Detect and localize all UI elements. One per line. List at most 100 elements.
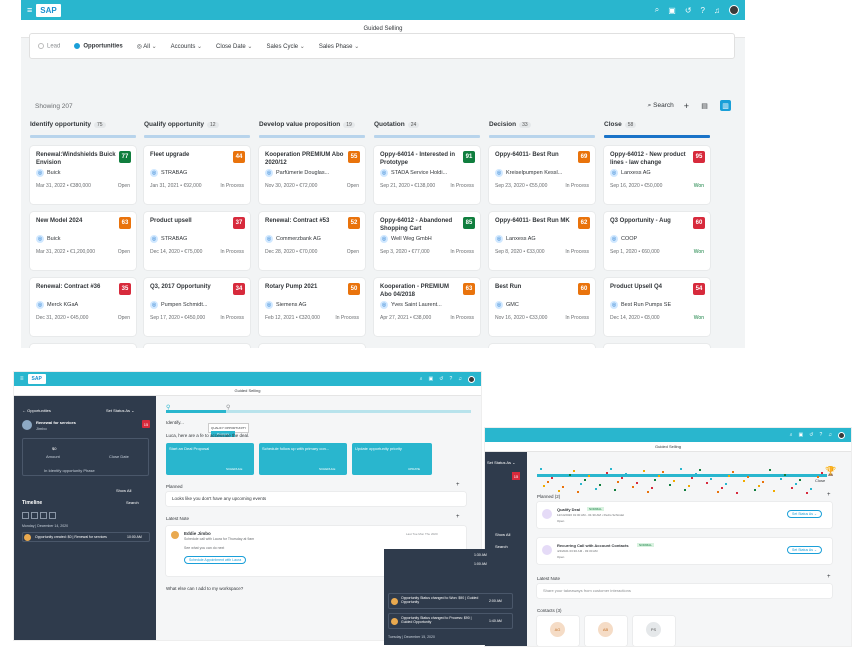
all-filter[interactable]: ◎ All xyxy=(137,43,157,50)
latest-note-title: Latest Note xyxy=(537,576,561,581)
add-planned-button[interactable]: + xyxy=(827,492,831,498)
history-icon[interactable]: ↺ xyxy=(684,5,692,15)
back-link[interactable]: ← Opportunities xyxy=(22,408,51,413)
note-input[interactable]: Share your takeaways from customer inter… xyxy=(537,584,832,598)
opportunity-card[interactable]: Oppy-64012 - New product lines - law cha… xyxy=(604,146,710,204)
card-title: Rotary Pump 2021 xyxy=(265,284,318,290)
opportunity-card[interactable]: Best Run 60 ◎ GMC Nov 16, 2020 • €33,000 In P… xyxy=(489,278,595,336)
menu-icon[interactable]: ≡ xyxy=(27,5,33,15)
opportunity-card[interactable]: Kooperation - PREMIUM Abo 04/2018 63 ◎ Yves… xyxy=(374,278,480,336)
tile-update-priority[interactable]: Update opportunity priority UPDATE xyxy=(352,443,432,475)
avatar[interactable] xyxy=(729,5,739,15)
set-status-button[interactable]: Set Status As ⌄ xyxy=(787,546,822,554)
tile-schedule-follow-up[interactable]: Schedule follow up with primary con... SC… xyxy=(259,443,347,475)
opportunity-card[interactable]: Fleet upgrade 44 ◎ STRABAG Jan 31, 2021 • €9… xyxy=(144,146,250,204)
tile-deal-proposal[interactable]: Start an Deal Proposal SCHEDULE xyxy=(166,443,254,475)
add-note-button[interactable]: + xyxy=(456,514,460,520)
close-date-filter[interactable]: Close Date xyxy=(216,43,252,50)
opportunity-card[interactable]: Oppy-64011- Best Run MK 62 ◎ Lanxess AG Sep … xyxy=(489,212,595,270)
add-button[interactable]: + xyxy=(683,100,689,111)
opportunity-card[interactable]: Renewal: Contract #3534◎Goethe Universit… xyxy=(144,344,250,348)
set-status-button[interactable]: Set Status As ⌄ xyxy=(106,408,135,413)
card-meta: Sep 8, 2020 • €33,000 xyxy=(495,249,545,255)
add-note-button[interactable]: + xyxy=(827,574,831,580)
opportunity-card[interactable]: New Model 2024 63 ◎ Buick Mar 31, 2022 • €1,… xyxy=(30,212,136,270)
sales-phase-filter[interactable]: Sales Phase xyxy=(319,43,359,50)
confetti xyxy=(599,484,601,486)
notification-icon[interactable]: ♫ xyxy=(714,5,720,15)
card-meta: Dec 14, 2020 • €8,000 xyxy=(610,315,660,321)
filter-icon[interactable] xyxy=(22,512,29,519)
opportunity-card[interactable]: Q3, 2017 Opportunity 34 ◎ Pumpen Schmidt...… xyxy=(144,278,250,336)
show-all-link[interactable]: Show All xyxy=(116,488,132,493)
opportunities-radio[interactable]: Opportunities xyxy=(74,42,123,49)
avatar[interactable] xyxy=(838,431,845,439)
help-icon[interactable]: ? xyxy=(449,376,453,382)
lead-radio[interactable]: Lead xyxy=(38,42,60,49)
board-view-icon[interactable]: ▥ xyxy=(720,100,731,111)
pipeline-column: Qualify opportunity 12 Fleet upgrade 44 ◎ STR… xyxy=(144,121,250,348)
history-icon[interactable]: ↺ xyxy=(809,432,814,438)
timeline-item[interactable]: Opportunity Status changed to Won: $90 |… xyxy=(388,593,513,609)
opportunity-card[interactable]: Renewal: Contract #36 35 ◎ Merck KGaA Dec 31… xyxy=(30,278,136,336)
account-icon: ◎ xyxy=(495,169,503,177)
avatar[interactable] xyxy=(468,375,475,383)
schedule-appointment-button[interactable]: Schedule Appointment with Laura xyxy=(184,556,247,564)
planned-title: Planned (2) xyxy=(537,494,561,499)
help-icon[interactable]: ? xyxy=(819,432,823,438)
show-all-link[interactable]: Show All xyxy=(495,532,511,537)
notification-icon[interactable]: ♫ xyxy=(828,432,832,438)
feedback-icon[interactable]: ▣ xyxy=(668,5,676,15)
list-view-icon[interactable]: ▤ xyxy=(701,102,708,110)
sap-logo: SAP xyxy=(36,3,61,17)
confetti xyxy=(606,472,608,474)
history-icon[interactable]: ↺ xyxy=(439,376,444,382)
card-status: Open xyxy=(117,315,130,321)
opportunity-card[interactable]: Oppy-64012 - Abandoned Shopping Cart 85 ◎ W… xyxy=(374,212,480,270)
timeline-search[interactable]: Search xyxy=(495,544,508,549)
menu-icon[interactable]: ≡ xyxy=(20,376,24,382)
opportunity-card[interactable]: Campaign response59◎Merck KGaA xyxy=(489,344,595,348)
opportunity-card[interactable]: Oppy-64014 - Interested in Prototype 91 ◎ S… xyxy=(374,146,480,204)
opportunity-card[interactable]: Kooperation PREMIUM Abo 2020/12 55 ◎ Parfüm… xyxy=(259,146,365,204)
timeline-item[interactable]: Opportunity created: $0 | Renewal for se… xyxy=(22,532,150,542)
opportunity-card[interactable]: Virtual Learning for Students34 xyxy=(30,344,136,348)
card-status: In Process xyxy=(450,249,474,255)
set-status-button[interactable]: Set Status As ⌄ xyxy=(787,510,822,518)
sales-cycle-filter[interactable]: Sales Cycle xyxy=(266,43,304,50)
add-planned-button[interactable]: + xyxy=(456,482,460,488)
filter-icon[interactable] xyxy=(40,512,47,519)
card-status: Won xyxy=(693,183,704,189)
contact-card[interactable]: AB xyxy=(585,616,627,646)
search-icon[interactable]: ⌕ xyxy=(654,5,660,14)
filter-icon[interactable] xyxy=(49,512,56,519)
opportunity-card[interactable]: Product Upsell Q4 54 ◎ Best Run Pumps SE Dec… xyxy=(604,278,710,336)
opportunity-card[interactable]: Renewal:Windshields Buick Envision 77 ◎ Bui… xyxy=(30,146,136,204)
account-icon: ◎ xyxy=(265,301,273,309)
planned-item[interactable]: Recurring Call with Account Contacts NOR… xyxy=(537,538,832,564)
feedback-icon[interactable]: ▣ xyxy=(428,376,434,382)
opportunity-card[interactable]: Interested in Prototype49 xyxy=(259,344,365,348)
contact-card[interactable]: PS xyxy=(633,616,675,646)
opportunity-card[interactable]: Rotary Pump 2021 50 ◎ Siemens AG Feb 12, 202… xyxy=(259,278,365,336)
search-icon[interactable]: ⌕ xyxy=(789,432,793,438)
opportunity-card[interactable]: Kooperation PREMIUM+ Abo 2018/0830 xyxy=(604,344,710,348)
feedback-icon[interactable]: ▣ xyxy=(798,432,804,438)
progress-chip[interactable]: Progress xyxy=(211,431,236,437)
column-count: 19 xyxy=(343,122,355,128)
timeline-search[interactable]: Search xyxy=(126,500,139,505)
opportunity-card[interactable]: Q3 Opportunity - Aug 60 ◎ COOP Sep 1, 2020 •… xyxy=(604,212,710,270)
opportunity-card[interactable]: Product upsell 37 ◎ STRABAG Dec 14, 2020 • €… xyxy=(144,212,250,270)
filter-icon[interactable] xyxy=(31,512,38,519)
planned-item[interactable]: Qualify Deal NORMAL 12/14/2020 01:00 AM … xyxy=(537,502,832,528)
notification-icon[interactable]: ♫ xyxy=(458,376,462,382)
accounts-filter[interactable]: Accounts xyxy=(171,43,202,50)
opportunity-card[interactable]: Renewal: Contract #53 52 ◎ Commerzbank AG De… xyxy=(259,212,365,270)
score-badge: 50 xyxy=(348,283,360,295)
contact-card[interactable]: AG xyxy=(537,616,579,646)
search-icon[interactable]: ⌕ xyxy=(419,376,423,382)
help-icon[interactable]: ? xyxy=(700,5,705,15)
search-button[interactable]: ⌕ Search xyxy=(647,101,674,109)
timeline-item[interactable]: Opportunity Status changed to Process: $… xyxy=(388,613,513,629)
opportunity-card[interactable]: Oppy-64011- Best Run 69 ◎ Kreiselpumpen Kes… xyxy=(489,146,595,204)
